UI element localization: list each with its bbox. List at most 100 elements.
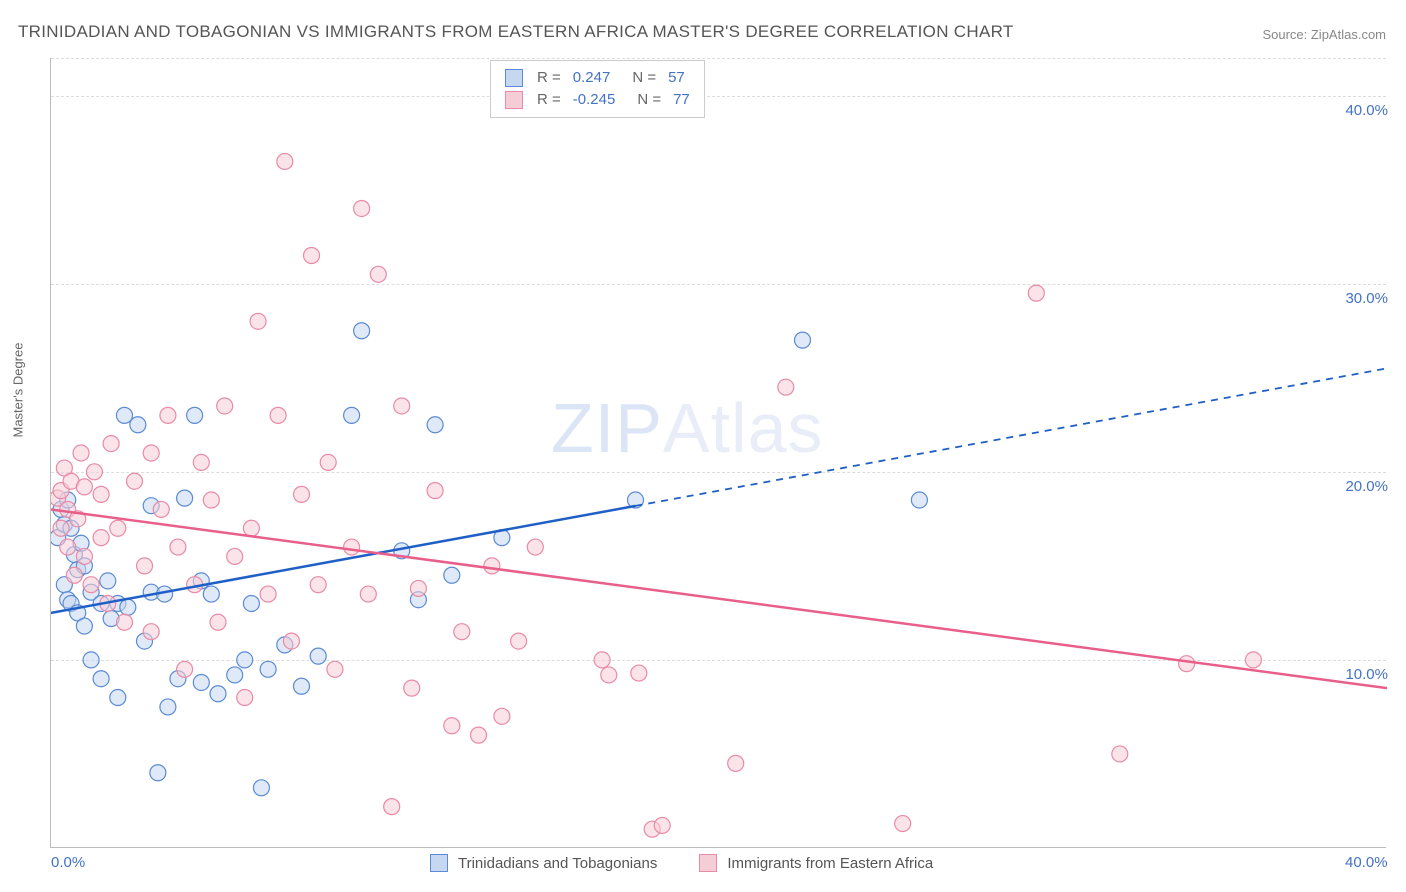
data-point <box>177 661 193 677</box>
data-point <box>484 558 500 574</box>
x-tick-label: 0.0% <box>51 854 85 871</box>
y-axis-label: Master's Degree <box>11 343 26 438</box>
data-point <box>110 520 126 536</box>
data-point <box>260 586 276 602</box>
regression-line-dashed <box>636 368 1388 506</box>
data-point <box>511 633 527 649</box>
data-point <box>354 323 370 339</box>
correlation-legend: R = 0.247 N = 57 R = -0.245 N = 77 <box>490 60 705 118</box>
data-point <box>203 492 219 508</box>
data-point <box>795 332 811 348</box>
data-point <box>344 539 360 555</box>
swatch-pink-icon <box>505 91 523 109</box>
data-point <box>93 530 109 546</box>
data-point <box>327 661 343 677</box>
data-point <box>427 417 443 433</box>
data-point <box>100 573 116 589</box>
data-point <box>227 667 243 683</box>
data-point <box>294 678 310 694</box>
data-point <box>193 454 209 470</box>
data-point <box>631 665 647 681</box>
data-point <box>1245 652 1261 668</box>
data-point <box>160 407 176 423</box>
data-point <box>320 454 336 470</box>
data-point <box>187 407 203 423</box>
correlation-row-blue: R = 0.247 N = 57 <box>505 67 690 89</box>
n-value-pink: 77 <box>673 89 690 111</box>
correlation-row-pink: R = -0.245 N = 77 <box>505 89 690 111</box>
data-point <box>227 548 243 564</box>
x-tick-label: 40.0% <box>1345 854 1388 871</box>
data-point <box>253 780 269 796</box>
data-point <box>143 445 159 461</box>
swatch-blue-icon <box>505 69 523 87</box>
data-point <box>53 520 69 536</box>
data-point <box>66 567 82 583</box>
data-point <box>83 577 99 593</box>
n-label: N = <box>637 89 661 111</box>
data-point <box>76 618 92 634</box>
data-point <box>237 652 253 668</box>
data-point <box>150 765 166 781</box>
data-point <box>86 464 102 480</box>
data-point <box>153 501 169 517</box>
data-point <box>404 680 420 696</box>
swatch-blue-icon <box>430 854 448 872</box>
data-point <box>116 614 132 630</box>
n-label: N = <box>632 67 656 89</box>
data-point <box>277 153 293 169</box>
data-point <box>370 266 386 282</box>
plot-area: ZIPAtlas 10.0%20.0%30.0%40.0%0.0%40.0% <box>50 58 1386 848</box>
data-point <box>127 473 143 489</box>
source-label: Source: ZipAtlas.com <box>1262 27 1386 42</box>
data-point <box>444 567 460 583</box>
r-label: R = <box>537 67 561 89</box>
swatch-pink-icon <box>699 854 717 872</box>
data-point <box>137 558 153 574</box>
data-point <box>427 483 443 499</box>
data-point <box>1179 656 1195 672</box>
data-point <box>494 708 510 724</box>
data-point <box>410 580 426 596</box>
data-point <box>728 755 744 771</box>
data-point <box>73 445 89 461</box>
data-point <box>243 595 259 611</box>
n-value-blue: 57 <box>668 67 685 89</box>
series-legend: Trinidadians and Tobagonians Immigrants … <box>430 854 933 872</box>
data-point <box>270 407 286 423</box>
data-point <box>294 486 310 502</box>
data-point <box>283 633 299 649</box>
data-point <box>778 379 794 395</box>
data-point <box>210 614 226 630</box>
data-point <box>344 407 360 423</box>
data-point <box>594 652 610 668</box>
data-point <box>1028 285 1044 301</box>
data-point <box>260 661 276 677</box>
data-point <box>911 492 927 508</box>
data-point <box>120 599 136 615</box>
series-label-pink: Immigrants from Eastern Africa <box>727 855 933 872</box>
data-point <box>83 652 99 668</box>
data-point <box>76 479 92 495</box>
data-point <box>110 690 126 706</box>
data-point <box>895 816 911 832</box>
data-point <box>444 718 460 734</box>
data-point <box>237 690 253 706</box>
data-point <box>93 671 109 687</box>
data-point <box>93 486 109 502</box>
data-point <box>454 624 470 640</box>
data-point <box>354 200 370 216</box>
data-point <box>193 674 209 690</box>
data-point <box>103 436 119 452</box>
data-point <box>130 417 146 433</box>
data-point <box>76 548 92 564</box>
data-point <box>601 667 617 683</box>
chart-svg <box>51 58 1387 848</box>
data-point <box>310 648 326 664</box>
data-point <box>471 727 487 743</box>
data-point <box>116 407 132 423</box>
data-point <box>394 398 410 414</box>
data-point <box>250 313 266 329</box>
data-point <box>217 398 233 414</box>
series-label-blue: Trinidadians and Tobagonians <box>458 855 657 872</box>
